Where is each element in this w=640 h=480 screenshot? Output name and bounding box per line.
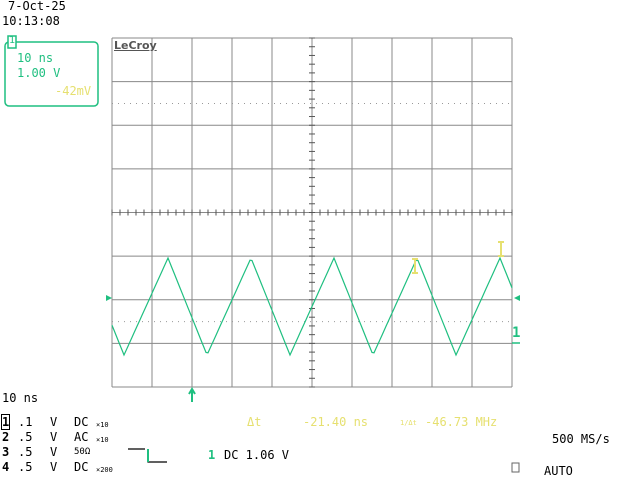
cursor-delta-label: Δt xyxy=(247,415,262,429)
cursor-1 xyxy=(412,258,418,274)
channel-number: 1 xyxy=(0,414,11,430)
trace-offset: -42mV xyxy=(55,84,92,98)
level-marker-left xyxy=(106,295,112,301)
channel-scale: .1 xyxy=(18,415,33,429)
mode-indicator xyxy=(511,462,520,473)
trace-timebase: 10 ns xyxy=(17,51,54,65)
channel-coupling: DC xyxy=(74,460,89,474)
waveform xyxy=(111,256,513,357)
channel-unit: V xyxy=(50,430,58,444)
channel-unit: V xyxy=(50,415,58,429)
channel-coupling: AC xyxy=(74,430,89,444)
date: 7-Oct-25 xyxy=(8,0,66,13)
channel-coupling: DC xyxy=(74,415,89,429)
cursor-inverse-label: 1/Δt xyxy=(400,419,417,427)
time: 10:13:08 xyxy=(2,14,60,28)
brand: LeCroy xyxy=(114,39,157,52)
trace-label: 1 xyxy=(512,325,521,341)
trace-tab xyxy=(7,35,17,49)
cursor-delta: -21.40 ns xyxy=(303,415,369,429)
sample-rate: 500 MS/s xyxy=(552,432,610,446)
channel-probe: ×200 xyxy=(96,466,113,474)
trigger-setting: DC 1.06 V xyxy=(224,448,290,462)
channel-scale: .5 xyxy=(18,460,33,474)
channel-number: 4 xyxy=(2,460,10,474)
cursor-frequency: -46.73 MHz xyxy=(425,415,498,429)
channel-unit: V xyxy=(50,445,58,459)
channel-scale: .5 xyxy=(18,430,33,444)
trigger-channel: 1 xyxy=(208,448,216,462)
channel-coupling: 50Ω xyxy=(74,447,91,457)
trace-channel: 1 xyxy=(9,35,16,46)
graticule xyxy=(111,37,513,388)
trace-scale: 1.00 V xyxy=(17,66,61,80)
channel-probe: ×10 xyxy=(96,421,109,429)
trigger-position xyxy=(188,387,196,402)
channel-scale: .5 xyxy=(18,445,33,459)
trigger-mode: AUTO xyxy=(544,464,573,478)
channel-unit: V xyxy=(50,460,58,474)
trace-box xyxy=(4,41,99,107)
channel-number: 2 xyxy=(2,430,10,444)
cursor-2 xyxy=(498,241,504,257)
channel-probe: ×10 xyxy=(96,436,109,444)
timebase: 10 ns xyxy=(2,391,39,405)
level-marker-right xyxy=(514,295,520,301)
channel-number: 3 xyxy=(2,445,10,459)
